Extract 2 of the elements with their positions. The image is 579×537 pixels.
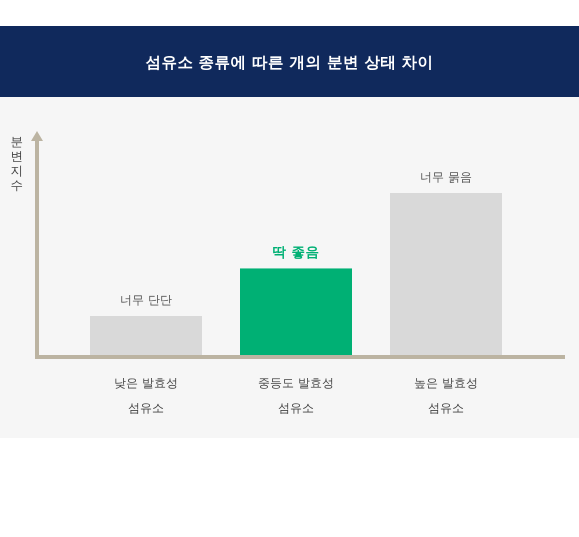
ylabel: 분변지수 [10, 134, 24, 192]
title: 섬유소 종류에 따른 개의 분변 상태 차이 [145, 54, 434, 72]
